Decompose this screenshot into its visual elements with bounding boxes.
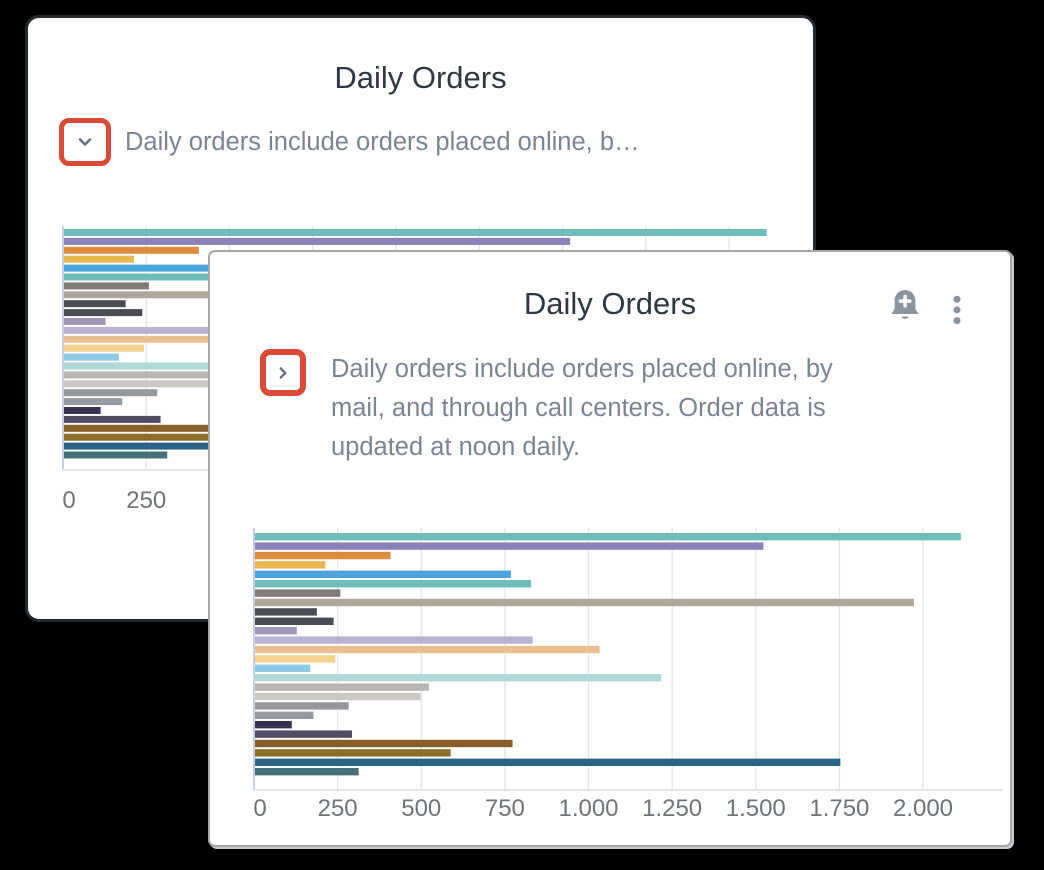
chart-bar — [255, 739, 513, 748]
chart-bar — [255, 655, 336, 663]
description-line: mail, and through call centers. Order da… — [331, 394, 826, 422]
chart-bar — [255, 551, 391, 560]
chart-bar — [255, 702, 349, 710]
description-row: Daily orders include orders placed onlin… — [59, 118, 779, 166]
chevron-down-icon — [78, 138, 92, 146]
x-tick-label: 250 — [318, 795, 358, 822]
x-tick-label: 1.750 — [809, 795, 869, 822]
chart-bar — [255, 721, 292, 729]
chart-bar — [255, 711, 314, 719]
x-tick-label: 500 — [401, 795, 441, 822]
chart-bar — [255, 683, 429, 691]
x-tick-label: 2.000 — [893, 795, 953, 822]
chart-bar — [64, 424, 321, 432]
chart-bar — [255, 542, 764, 550]
x-tick-label: 1.500 — [726, 795, 786, 822]
chart-bar — [255, 533, 961, 541]
description-line: Daily orders include orders placed onlin… — [331, 355, 833, 383]
chart-bar — [64, 282, 149, 290]
chart-bar — [64, 451, 168, 459]
chart-bar — [255, 692, 421, 701]
chart-bar — [64, 318, 106, 325]
chart-bar — [64, 300, 126, 308]
daily-orders-bar-chart: 0 250 500 750 1.000 1.250 1.500 1.750 2.000 — [253, 528, 1003, 822]
chart-bar — [255, 570, 511, 578]
x-tick-label: 250 — [126, 487, 166, 514]
chart-bar — [255, 730, 353, 738]
chart-bar — [255, 758, 841, 766]
x-tick-label: 0 — [62, 487, 75, 514]
description-line: updated at noon daily. — [331, 433, 581, 461]
chart-bar — [64, 237, 571, 245]
description-text: Daily orders include orders placed onlin… — [125, 128, 640, 156]
description-text: Daily orders include orders placed onlin… — [331, 350, 916, 467]
chart-bar — [255, 768, 359, 776]
daily-orders-card-front: Daily Orders Daily orders include orders… — [208, 250, 1012, 847]
chart-bar — [64, 273, 339, 281]
chart-bar — [64, 344, 144, 352]
chart-bar — [255, 664, 311, 672]
chart-bar — [255, 617, 334, 625]
add-alert-bell-icon[interactable] — [888, 288, 922, 324]
x-tick-label: 0 — [253, 795, 266, 822]
chart-bar — [64, 398, 123, 406]
page-title: Daily Orders — [334, 60, 507, 95]
chart-bar — [255, 645, 600, 654]
chart-bar — [64, 246, 199, 254]
chart-bar — [255, 580, 531, 588]
chart-bar — [255, 589, 341, 597]
chart-bar — [255, 749, 451, 757]
chart-bar — [64, 433, 259, 441]
chart-bar — [64, 326, 341, 334]
x-tick-label: 1.250 — [642, 795, 702, 822]
chart-bar — [64, 380, 229, 388]
chart-bar — [255, 608, 317, 616]
chart-bar — [64, 415, 161, 423]
chart-bar — [64, 229, 767, 236]
chart-bar — [255, 636, 533, 644]
x-tick-label: 1.000 — [558, 795, 618, 822]
chart-bar — [64, 353, 119, 361]
chart-bar — [64, 255, 134, 263]
chart-bar — [64, 371, 238, 379]
chart-bar — [64, 407, 101, 414]
chevron-right-icon — [279, 366, 287, 379]
chart-bar — [255, 561, 326, 569]
chart-bar — [255, 674, 662, 682]
chart-bar — [64, 309, 143, 317]
more-vertical-icon[interactable] — [949, 295, 965, 327]
chart-bar — [255, 627, 297, 635]
page-title: Daily Orders — [523, 286, 697, 321]
x-tick-label: 750 — [485, 795, 525, 822]
chart-bar — [64, 389, 158, 397]
chart-bar — [255, 598, 914, 607]
chart-bar — [64, 264, 319, 272]
collapse-description-button[interactable] — [260, 349, 306, 396]
expand-description-button[interactable] — [59, 118, 111, 166]
